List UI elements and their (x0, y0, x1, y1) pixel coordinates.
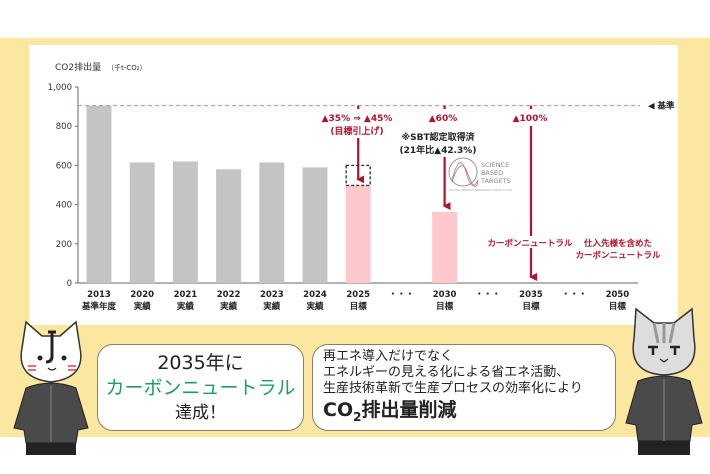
bar-2013 (86, 105, 112, 284)
x-axis-labels: 2013基準年度2020実績2021実績2022実績2023実績2024実績20… (81, 290, 629, 312)
x-label-year: 2020 (130, 290, 154, 300)
x-label-type: 目標 (609, 301, 627, 312)
annotation-2025-reduction: ▲35% ⇒ ▲45% (322, 114, 393, 124)
sbt-logo: SCIENCE BASED TARGETS DRIVING AMBITIOUS … (448, 157, 512, 192)
x-label-type: 実績 (306, 301, 324, 312)
right-cat-mascot (620, 303, 708, 463)
y-tick-label: 400 (56, 201, 72, 211)
annotation-2035-reduction: ▲100% (513, 114, 548, 124)
x-label-year: 2030 (433, 290, 457, 300)
x-label-year: 2024 (303, 290, 327, 300)
x-label-type: 実績 (220, 301, 238, 312)
svg-text:SCIENCE: SCIENCE (481, 161, 509, 169)
annotation-sbt-ratio: (21年比▲42.3%) (400, 144, 477, 156)
x-label-year: ・・・ (475, 290, 501, 300)
bar-2020 (129, 162, 155, 283)
bubble-right-line3: 生産技術革新で生産プロセスの効率化により (323, 381, 583, 396)
y-axis-title: CO2排出量 （千t-CO₂） (55, 61, 147, 73)
bubble-left-line1: 2035年に (157, 352, 244, 374)
speech-bubble-left: 2035年に カーボンニュートラル 達成！ (97, 344, 304, 431)
y-tick-label: 200 (56, 240, 72, 250)
bar-2023 (259, 162, 285, 283)
left-cat-mascot (8, 318, 93, 463)
x-label-year: ・・・ (561, 290, 587, 300)
annotation-sbt-certified: ※SBT認定取得済 (401, 131, 475, 143)
x-label-type: 基準年度 (81, 301, 117, 312)
y-tick-label: 1,000 (48, 83, 72, 93)
x-label-year: 2025 (346, 290, 370, 300)
x-label-type: 実績 (177, 301, 195, 312)
x-label-year: 2021 (174, 290, 198, 300)
bubble-right-line2: エネルギーの見える化による省エネ活動、 (323, 365, 570, 380)
bubble-right-headline: CO2排出量削減 (323, 399, 457, 424)
bar-2025 (345, 185, 371, 283)
bubble-left-line2: カーボンニュートラル (105, 377, 296, 399)
bar-2030 (432, 212, 458, 283)
x-label-year: 2035 (519, 290, 543, 300)
target-2025-dashed-box (345, 164, 371, 187)
svg-text:DRIVING AMBITIOUS CORPORATE CL: DRIVING AMBITIOUS CORPORATE CLIMATE ACTI… (449, 188, 512, 192)
bars: ◀ 基準 (78, 101, 675, 284)
svg-text:TARGETS: TARGETS (480, 177, 511, 185)
annotations: ▲35% ⇒ ▲45% (目標引上げ) ▲60% ※SBT認定取得済 (21年比… (322, 105, 661, 281)
annotation-2035-carbon-neutral: カーボンニュートラル (487, 238, 573, 249)
x-label-type: 目標 (350, 301, 368, 312)
svg-text:BASED: BASED (481, 169, 503, 177)
x-label-type: 実績 (263, 301, 281, 312)
annotation-2030-reduction: ▲60% (429, 114, 457, 124)
x-label-year: 2023 (260, 290, 284, 300)
bar-2022 (216, 169, 242, 283)
bar-2024 (302, 167, 328, 283)
speech-bubble-right: 再エネ導入だけでなく エネルギーの見える化による省エネ活動、 生産技術革新で生産… (312, 344, 616, 431)
bubble-right-line1: 再エネ導入だけでなく (323, 349, 454, 364)
annotation-2050-suppliers: 仕入先様を含めた (583, 238, 652, 249)
x-label-year: 2022 (217, 290, 241, 300)
x-label-type: 実績 (134, 301, 152, 312)
y-tick-label: 800 (56, 122, 72, 132)
y-tick-label: 600 (56, 161, 72, 171)
x-label-year: 2050 (606, 290, 630, 300)
bar-2021 (172, 161, 198, 283)
baseline-label: ◀ 基準 (648, 101, 675, 112)
x-label-year: ・・・ (389, 290, 415, 300)
bubble-left-line3: 達成！ (175, 403, 226, 423)
annotation-2050-carbon-neutral: カーボンニュートラル (575, 250, 661, 261)
y-tick-label: 0 (67, 279, 72, 289)
x-label-year: 2013 (87, 290, 111, 300)
annotation-2025-raised: (目標引上げ) (330, 125, 383, 137)
x-label-type: 目標 (436, 301, 454, 312)
x-label-type: 目標 (522, 301, 540, 312)
